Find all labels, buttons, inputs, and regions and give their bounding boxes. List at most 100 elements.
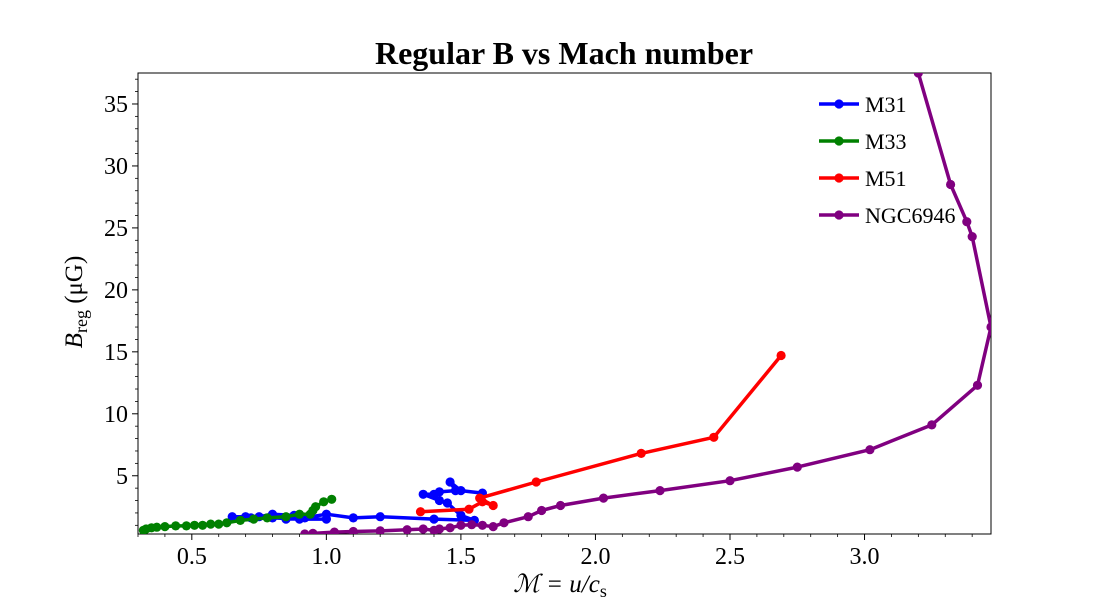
data-point-m31 xyxy=(434,495,444,506)
data-point-ngc6946 xyxy=(467,520,477,530)
data-point-m33 xyxy=(189,520,200,530)
data-point-ngc6946 xyxy=(445,523,455,533)
data-point-ngc6946 xyxy=(300,529,310,534)
data-point-m33 xyxy=(222,518,232,528)
data-point-m33 xyxy=(249,514,259,524)
data-point-ngc6946 xyxy=(402,525,412,534)
legend-marker-m33 xyxy=(834,136,844,146)
data-point-m51 xyxy=(709,432,719,442)
y-tick-label: 25 xyxy=(104,216,128,242)
legend-label-ngc6946: NGC6946 xyxy=(865,203,955,228)
y-axis-label-subscript: reg xyxy=(71,310,91,333)
data-point-m31 xyxy=(227,512,237,522)
data-point-ngc6946 xyxy=(329,527,339,534)
x-axis-ticks: 0.5 1.0 1.5 2.0 2.5 3.0 xyxy=(137,534,973,570)
data-point-ngc6946 xyxy=(499,518,509,528)
data-point-m33 xyxy=(206,519,216,529)
legend-label-m33: M33 xyxy=(865,129,907,154)
data-point-m33 xyxy=(262,513,272,523)
data-point-m51 xyxy=(415,507,426,517)
data-point-m51 xyxy=(475,493,485,503)
series-ngc6946 xyxy=(300,73,991,534)
y-tick-label: 5 xyxy=(116,464,128,490)
data-point-m31 xyxy=(418,489,428,499)
data-point-ngc6946 xyxy=(962,217,972,227)
data-point-ngc6946 xyxy=(308,528,318,534)
data-point-m31 xyxy=(375,512,385,522)
data-point-m33 xyxy=(327,494,337,504)
data-point-m33 xyxy=(319,497,329,507)
data-point-m51 xyxy=(464,504,474,514)
data-point-ngc6946 xyxy=(792,462,802,472)
data-point-m33 xyxy=(235,515,245,526)
series-m33 xyxy=(138,494,337,534)
y-tick-label: 35 xyxy=(104,92,128,118)
data-point-ngc6946 xyxy=(972,380,983,390)
data-point-m31 xyxy=(429,489,439,499)
data-point-ngc6946 xyxy=(488,522,498,532)
series-m51 xyxy=(415,350,786,517)
data-point-ngc6946 xyxy=(598,493,609,503)
legend-marker-m31 xyxy=(834,99,844,109)
data-point-ngc6946 xyxy=(456,520,466,530)
data-point-m33 xyxy=(281,512,291,522)
data-point-m33 xyxy=(305,509,315,519)
legend-marker-ngc6946 xyxy=(834,210,844,220)
x-tick-label: 1.0 xyxy=(311,544,341,570)
x-axis-label-subscript: s xyxy=(600,581,607,600)
data-point-ngc6946 xyxy=(655,486,665,496)
data-point-ngc6946 xyxy=(434,524,444,534)
data-point-ngc6946 xyxy=(418,524,428,534)
y-tick-label: 20 xyxy=(104,278,128,304)
y-axis-label: Breg (μG) xyxy=(61,256,91,349)
legend-label-m51: M51 xyxy=(865,166,907,191)
y-tick-label: 10 xyxy=(104,402,128,428)
data-point-m51 xyxy=(488,500,498,511)
legend-item-m33: M33 xyxy=(819,129,907,154)
legend: M31 M33 M51 NGC6946 xyxy=(819,92,955,228)
legend-item-ngc6946: NGC6946 xyxy=(819,203,955,228)
legend-label-m31: M31 xyxy=(865,92,907,117)
legend-marker-m51 xyxy=(834,173,844,183)
data-point-m31 xyxy=(321,514,331,524)
data-point-m31 xyxy=(445,477,455,487)
data-point-ngc6946 xyxy=(913,73,923,78)
data-point-m51 xyxy=(531,477,541,487)
data-point-m33 xyxy=(171,521,181,531)
x-tick-label: 1.5 xyxy=(446,544,476,570)
data-point-ngc6946 xyxy=(348,526,358,534)
legend-item-m31: M31 xyxy=(819,92,907,117)
chart-title: Regular B vs Mach number xyxy=(375,35,753,71)
data-point-m31 xyxy=(348,513,358,523)
data-point-ngc6946 xyxy=(523,512,533,522)
y-tick-label: 15 xyxy=(104,340,128,366)
data-point-m33 xyxy=(181,521,191,531)
data-point-ngc6946 xyxy=(477,520,487,530)
x-tick-label: 2.0 xyxy=(580,544,610,570)
y-axis-ticks: 5 10 15 20 25 30 35 xyxy=(104,78,138,526)
data-point-m33 xyxy=(138,525,148,534)
data-point-m33 xyxy=(198,520,208,530)
data-point-ngc6946 xyxy=(927,420,937,430)
x-tick-label: 3.0 xyxy=(850,544,880,570)
y-axis-label-unit: (μG) xyxy=(61,256,88,310)
plot-area xyxy=(137,72,992,535)
legend-item-m51: M51 xyxy=(819,166,907,191)
data-point-m51 xyxy=(776,350,786,361)
y-tick-label: 30 xyxy=(104,154,128,180)
series-group xyxy=(138,73,991,534)
data-point-ngc6946 xyxy=(375,526,385,534)
data-point-m33 xyxy=(160,522,170,532)
data-point-ngc6946 xyxy=(946,179,956,190)
x-tick-label: 0.5 xyxy=(177,544,207,570)
x-axis-label: ℳ = u/cs xyxy=(513,571,607,600)
data-point-m31 xyxy=(429,514,439,524)
plot-frame xyxy=(137,72,992,535)
data-point-m33 xyxy=(294,509,305,519)
data-point-m31 xyxy=(442,498,452,508)
data-point-m33 xyxy=(214,519,224,529)
data-point-m51 xyxy=(636,448,646,458)
x-tick-label: 2.5 xyxy=(715,544,745,570)
data-point-ngc6946 xyxy=(537,505,547,516)
